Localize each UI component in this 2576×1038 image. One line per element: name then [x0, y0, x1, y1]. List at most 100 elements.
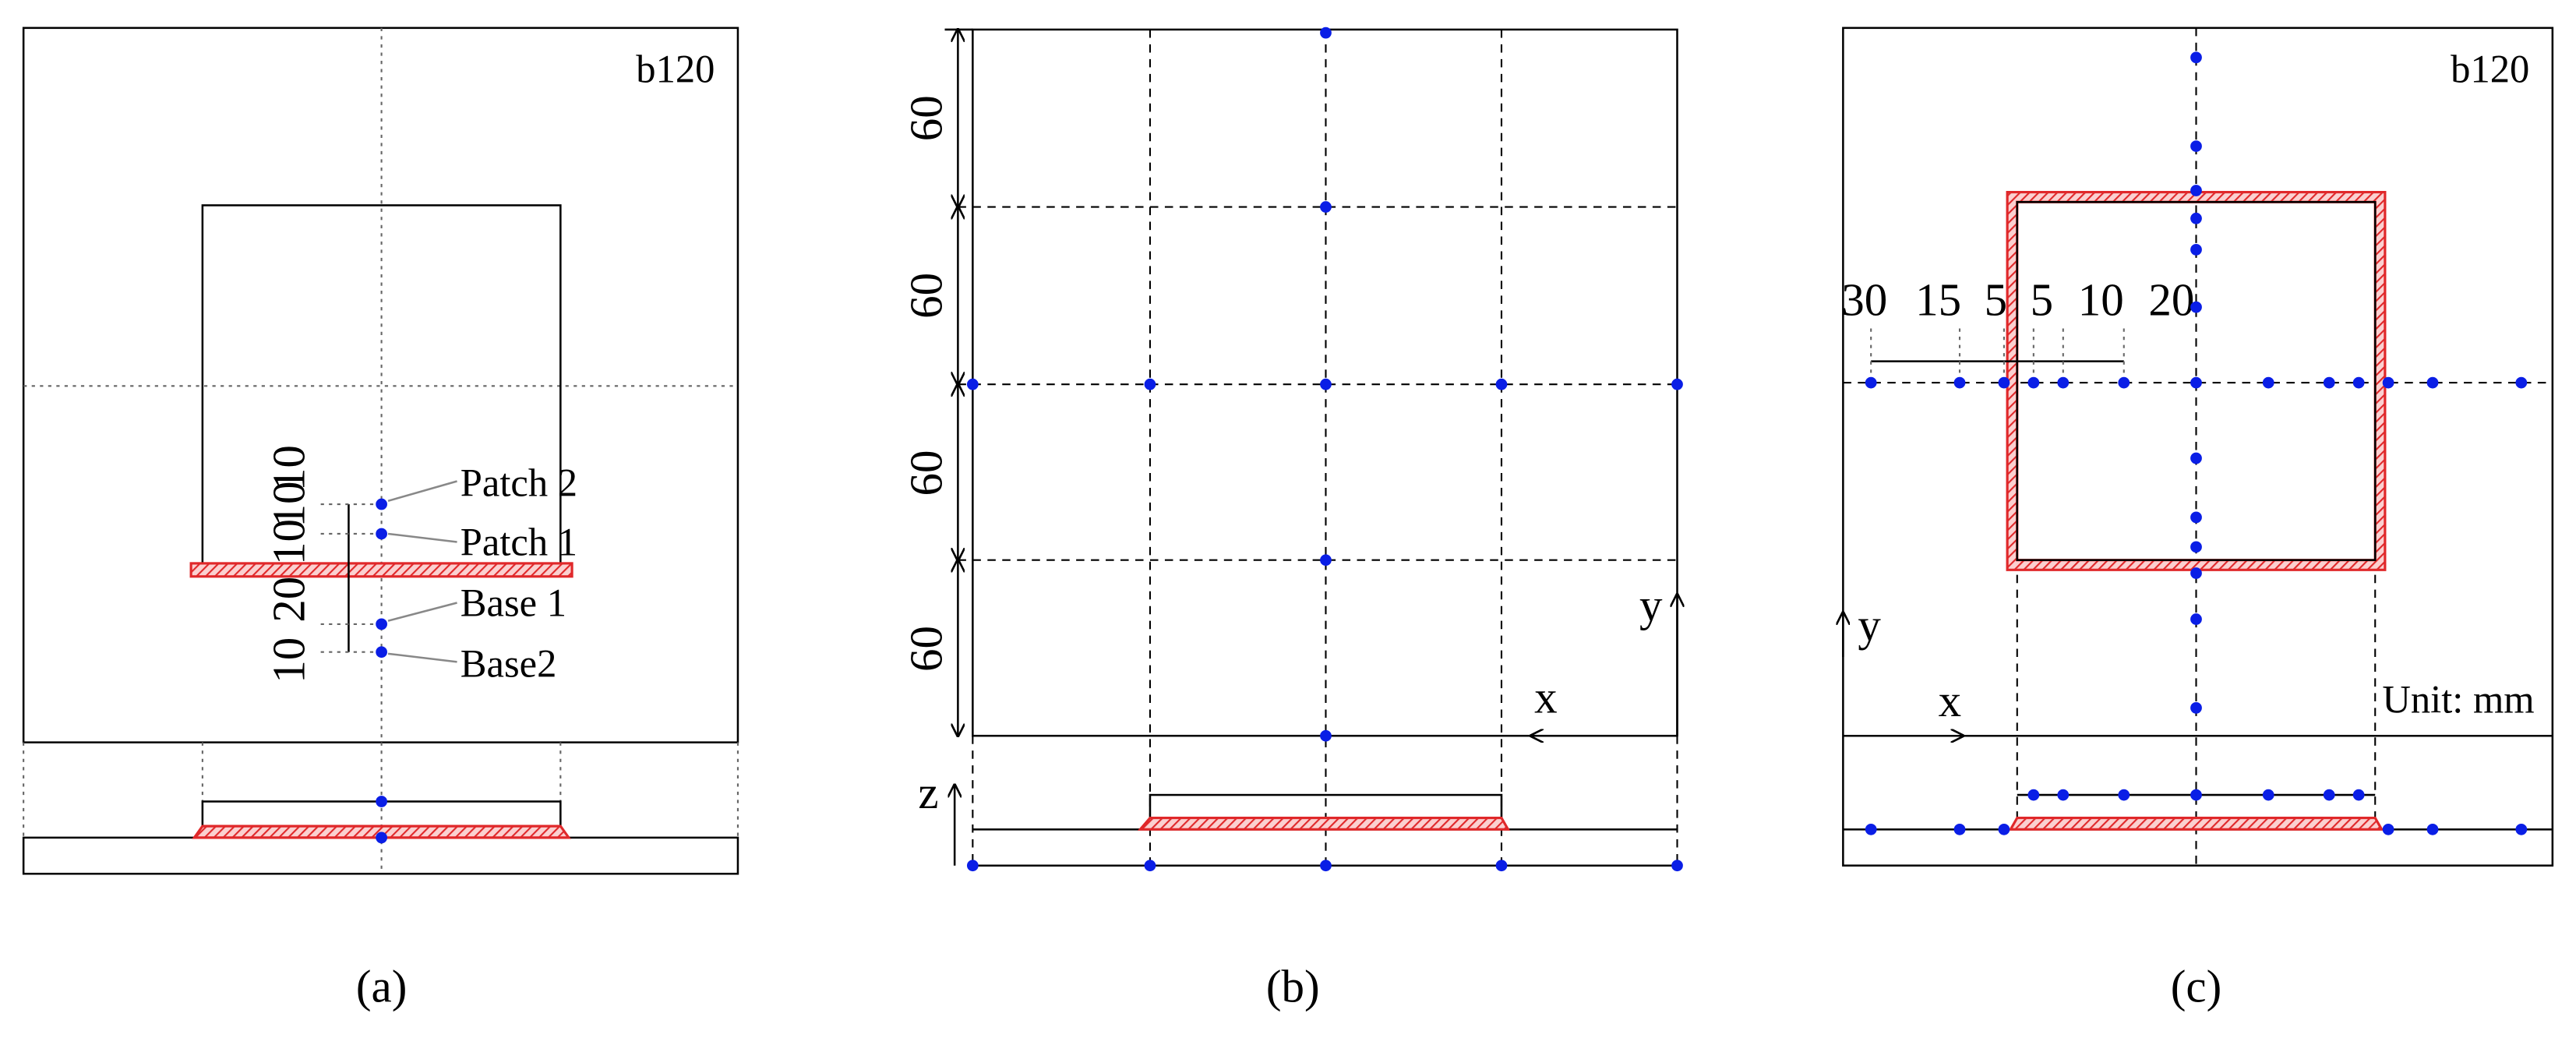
- shape: [2262, 376, 2274, 389]
- shape: [1671, 378, 1683, 390]
- shape: [2190, 212, 2202, 224]
- axis-label: x: [1534, 672, 1558, 723]
- shape: [2190, 567, 2202, 579]
- axis-label: y: [1858, 599, 1881, 651]
- dimension-label: 60: [900, 450, 951, 496]
- shape: [1865, 823, 1877, 835]
- shape: [2190, 541, 2202, 553]
- shape: [2008, 817, 2384, 831]
- unit-label: Unit: mm: [2382, 678, 2534, 722]
- dimension-label: 10: [263, 637, 315, 683]
- leader: [387, 532, 457, 543]
- dimension-lines: [1870, 328, 2125, 383]
- shape: [2352, 789, 2365, 801]
- panel-b: 60 60 60 60 y x z (b): [900, 26, 1683, 1012]
- section: [1843, 789, 2553, 835]
- panel-a: 10 10 10 20 10 Patch 2 Patch 1 Base 1 Ba…: [22, 26, 739, 1012]
- leader: [387, 480, 457, 503]
- shape: [2190, 185, 2202, 196]
- specimen-tag: b120: [2451, 47, 2529, 90]
- shape: [1137, 817, 1511, 831]
- shape: [2262, 789, 2274, 801]
- shape: [2323, 789, 2335, 801]
- shape: [2515, 823, 2528, 835]
- panel-label: (c): [2171, 961, 2221, 1012]
- shape: [1320, 729, 1332, 742]
- shape: [2057, 789, 2070, 801]
- leader: [387, 652, 457, 663]
- shape: [2190, 701, 2202, 714]
- points: [1865, 51, 2528, 714]
- shape: [376, 796, 387, 807]
- dimension-label: 5: [1985, 274, 2008, 326]
- axis-label: y: [1639, 580, 1663, 631]
- dimension-label: 60: [900, 273, 951, 319]
- shape: [2027, 789, 2040, 801]
- shape: [1320, 26, 1332, 39]
- panel-label: (a): [356, 961, 407, 1012]
- shape: [2190, 301, 2202, 313]
- point-label: Patch 1: [461, 520, 577, 563]
- shape: [1953, 376, 1966, 389]
- dimension-label: 20: [2148, 274, 2194, 326]
- leader: [387, 602, 457, 622]
- dimension-label: 10: [2078, 274, 2124, 326]
- patch: [189, 562, 573, 578]
- dimension-label: 60: [900, 95, 951, 141]
- shape: [2190, 243, 2202, 256]
- point: [376, 646, 387, 658]
- shape: [376, 831, 387, 844]
- shape: [2426, 823, 2439, 835]
- shape: [2190, 511, 2202, 524]
- point-label: Patch 2: [461, 461, 577, 504]
- point: [376, 498, 387, 510]
- axis-label: z: [918, 767, 938, 818]
- shape: [2190, 789, 2202, 801]
- shape: [1953, 823, 1966, 835]
- shape: [1495, 860, 1508, 872]
- dimension-lines: [320, 503, 382, 653]
- points: [966, 26, 1683, 742]
- dimension-label: 10: [263, 482, 315, 528]
- shape: [1998, 376, 2010, 389]
- shape: [2190, 452, 2202, 464]
- specimen-tag: b120: [636, 47, 715, 90]
- shape: [1671, 860, 1683, 872]
- shape: [1320, 554, 1332, 567]
- dimension-lines: [944, 30, 973, 736]
- dimension-label: 30: [1841, 274, 1887, 326]
- plan-frame: [1842, 26, 2554, 867]
- dimension-label: 20: [263, 577, 315, 623]
- shape: [966, 378, 979, 390]
- shape: [1320, 378, 1332, 390]
- shape: [2190, 376, 2202, 389]
- shape: [1998, 823, 2010, 835]
- dimension-label: 10: [263, 519, 315, 565]
- axis-label: x: [1939, 675, 1962, 726]
- shape: [2118, 789, 2130, 801]
- shape: [2190, 613, 2202, 625]
- shape: [2118, 376, 2130, 389]
- shape: [1144, 378, 1156, 390]
- shape: [966, 860, 979, 872]
- shape: [1495, 378, 1508, 390]
- shape: [1144, 860, 1156, 872]
- shape: [1865, 376, 1877, 389]
- dimension-label: 5: [2031, 274, 2054, 326]
- shape: [2323, 376, 2335, 389]
- shape: [2190, 51, 2202, 64]
- shape: [2027, 376, 2040, 389]
- dimension-label: 15: [1915, 274, 1961, 326]
- section: [966, 793, 1683, 872]
- point: [376, 528, 387, 540]
- shape: [2352, 376, 2365, 389]
- shape: [2382, 823, 2394, 835]
- panel-c: 30 15 5 5 10 20 y x Unit: mm b120 (c): [1841, 26, 2554, 1012]
- panel-label: (b): [1266, 961, 1320, 1012]
- grid: [958, 29, 1678, 866]
- point: [376, 618, 387, 630]
- shape: [2057, 376, 2070, 389]
- dimension-label: 60: [900, 626, 951, 672]
